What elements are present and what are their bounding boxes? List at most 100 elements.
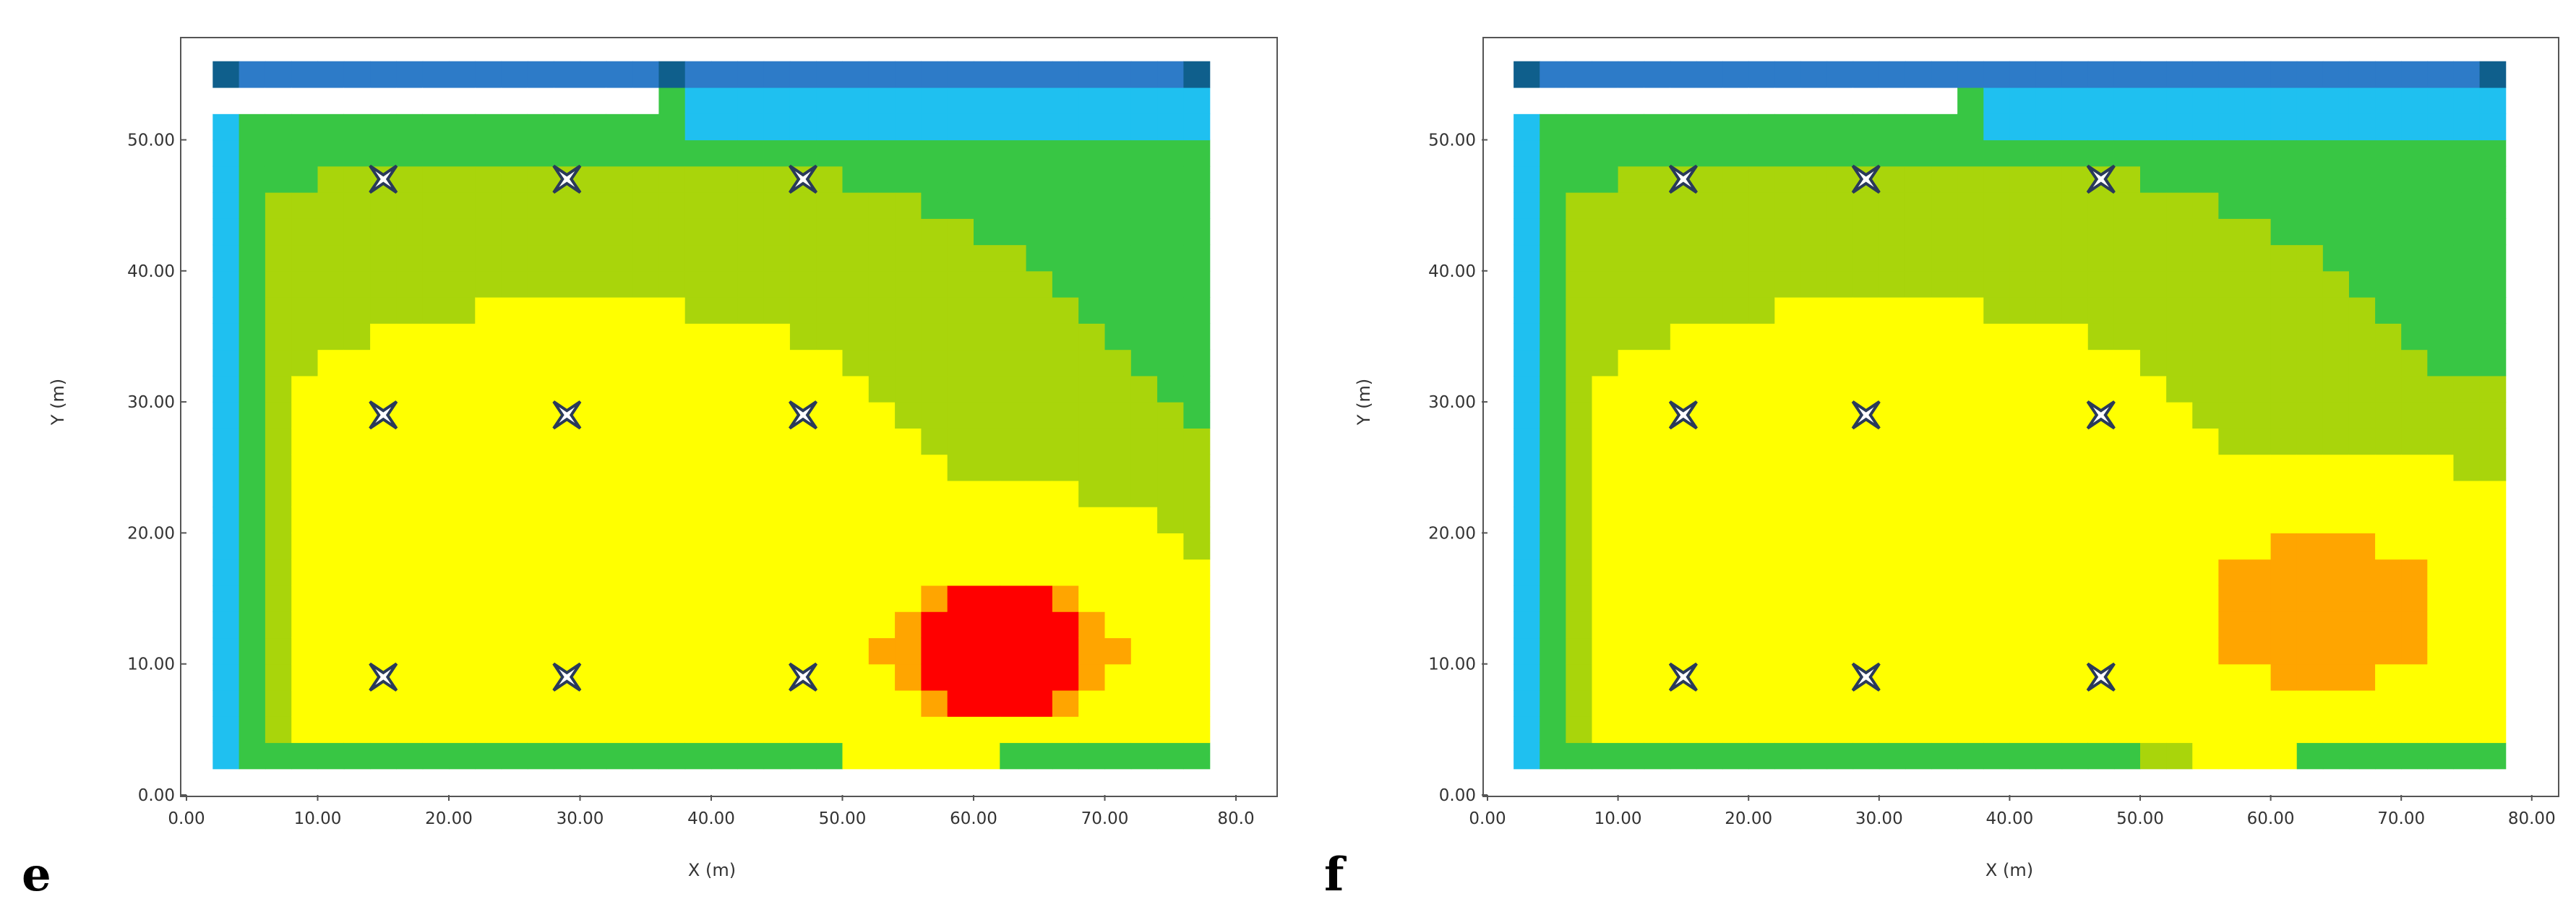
heatmap-cell <box>947 402 974 429</box>
heatmap-cell <box>1696 192 1723 219</box>
heatmap-cell <box>2296 689 2324 717</box>
heatmap-cell <box>422 742 450 770</box>
heatmap-cell <box>1983 323 2010 351</box>
heatmap-cell <box>895 218 922 246</box>
heatmap-cell <box>1514 270 1540 298</box>
heatmap-cell <box>2479 402 2507 429</box>
heatmap-cell <box>2296 113 2324 141</box>
heatmap-cell <box>501 637 528 665</box>
heatmap-cell <box>291 480 319 507</box>
heatmap-cell <box>1540 533 1566 560</box>
heatmap-cell <box>2270 663 2298 691</box>
heatmap-cell <box>947 533 974 560</box>
heatmap-cell <box>2035 165 2063 193</box>
heatmap-cell <box>2087 218 2115 246</box>
heatmap-cell <box>265 375 292 403</box>
heatmap-cell <box>1026 663 1053 691</box>
heatmap-cell <box>895 165 922 193</box>
heatmap-cell <box>684 113 712 141</box>
heatmap-cell <box>2035 375 2063 403</box>
heatmap-cell <box>580 349 607 377</box>
heatmap-cell <box>317 323 345 351</box>
heatmap-cell <box>2270 297 2298 324</box>
heatmap-cell <box>658 454 686 481</box>
heatmap-cell <box>2375 742 2402 770</box>
heatmap-cell <box>1078 742 1106 770</box>
heatmap-cell <box>291 270 319 298</box>
heatmap-cell <box>1130 559 1158 586</box>
heatmap-cell <box>1592 689 1619 717</box>
heatmap-cell <box>921 349 948 377</box>
heatmap-cell <box>501 611 528 639</box>
heatmap-cell <box>370 689 397 717</box>
heatmap-cell <box>1000 742 1027 770</box>
heatmap-cell <box>1078 585 1106 612</box>
heatmap-cell <box>2375 113 2402 141</box>
heatmap-cell <box>1748 428 1775 455</box>
heatmap-cell <box>2035 270 2063 298</box>
heatmap-cell <box>1644 87 1671 114</box>
heatmap-cell <box>1618 61 1645 88</box>
heatmap-cell <box>2113 375 2141 403</box>
heatmap-cell <box>842 533 870 560</box>
heatmap-cell <box>501 402 528 429</box>
heatmap-cell <box>1183 323 1211 351</box>
heatmap-cell <box>2375 454 2402 481</box>
heatmap-cell <box>1026 454 1053 481</box>
heatmap-cell <box>842 480 870 507</box>
heatmap-cell <box>1748 165 1775 193</box>
heatmap-cell <box>212 507 240 533</box>
heatmap-cell <box>1104 165 1132 193</box>
heatmap-cell <box>789 323 817 351</box>
heatmap-cell <box>2479 585 2507 612</box>
heatmap-cell <box>1905 297 1932 324</box>
heatmap-cell <box>974 585 1000 612</box>
heatmap-cell <box>2218 297 2246 324</box>
heatmap-cell <box>554 349 581 377</box>
heatmap-cell <box>1826 244 1854 272</box>
heatmap-cell <box>527 480 554 507</box>
heatmap-cell <box>658 559 686 586</box>
heatmap-cell <box>2427 689 2455 717</box>
heatmap-cell <box>2192 244 2219 272</box>
heatmap-cell <box>2322 113 2350 141</box>
heatmap-cell <box>1879 297 1906 324</box>
heatmap-cell <box>1592 454 1619 481</box>
heatmap-cell <box>816 663 843 691</box>
heatmap-cell <box>1130 480 1158 507</box>
heatmap-cell <box>1696 663 1723 691</box>
heatmap-cell <box>2218 716 2246 744</box>
heatmap-cell <box>2401 297 2428 324</box>
heatmap-cell <box>1722 507 1749 533</box>
heatmap-cell <box>396 689 424 717</box>
heatmap-cell <box>1566 297 1593 324</box>
heatmap-cell <box>1826 375 1854 403</box>
heatmap-cell <box>2427 559 2455 586</box>
heatmap-cell <box>554 585 581 612</box>
heatmap-cell <box>1748 375 1775 403</box>
heatmap-cell <box>842 87 870 114</box>
heatmap-cell <box>1566 270 1593 298</box>
heatmap-cell <box>2453 480 2481 507</box>
heatmap-cell <box>606 375 633 403</box>
heatmap-cell <box>1618 218 1645 246</box>
heatmap-cell <box>1618 113 1645 141</box>
heatmap-cell <box>2166 559 2193 586</box>
heatmap-cell <box>2192 716 2219 744</box>
heatmap-cell <box>1852 716 1880 744</box>
heatmap-cell <box>291 428 319 455</box>
heatmap-cell <box>1696 507 1723 533</box>
panel-f: 0.00 10.00 20.00 30.00 40.00 50.00 60.00 70.00 8… <box>1324 37 2559 902</box>
x-axis-label-e: X (m) <box>688 860 736 880</box>
heatmap-cell <box>2322 297 2350 324</box>
heatmap-cell <box>1983 742 2010 770</box>
heatmap-cell <box>343 61 371 88</box>
heatmap-cell <box>501 244 528 272</box>
heatmap-cell <box>1618 192 1645 219</box>
heatmap-cell <box>868 87 896 114</box>
heatmap-cell <box>2453 611 2481 639</box>
heatmap-cell <box>2140 270 2167 298</box>
heatmap-cell <box>422 297 450 324</box>
heatmap-cell <box>1157 218 1184 246</box>
heatmap-cell <box>1957 454 1984 481</box>
